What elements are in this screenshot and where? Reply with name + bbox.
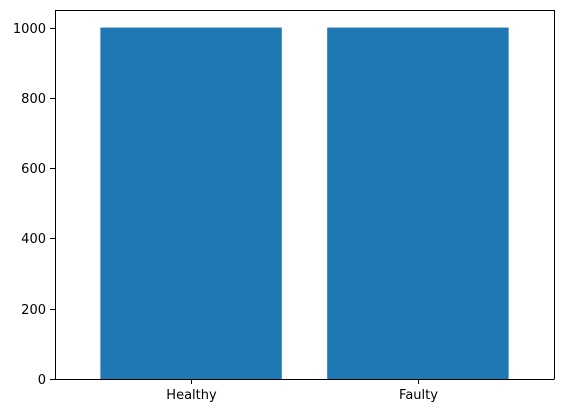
- y-tick-label-1000: 1000: [13, 22, 46, 37]
- bar-healthy: [100, 27, 282, 379]
- bars-layer: [100, 27, 509, 379]
- y-tick-label-800: 800: [21, 92, 46, 107]
- y-axis: 0 200 400 600 800 1000: [13, 22, 55, 388]
- x-tick-label-healthy: Healthy: [166, 388, 217, 403]
- x-axis: Healthy Faulty: [166, 379, 438, 403]
- y-tick-label-0: 0: [38, 373, 46, 388]
- y-tick-label-200: 200: [21, 303, 46, 318]
- bar-faulty: [327, 27, 509, 379]
- y-tick-label-400: 400: [21, 232, 46, 247]
- x-tick-label-faulty: Faulty: [399, 388, 438, 403]
- plot-frame: [55, 10, 555, 380]
- y-tick-label-600: 600: [21, 162, 46, 177]
